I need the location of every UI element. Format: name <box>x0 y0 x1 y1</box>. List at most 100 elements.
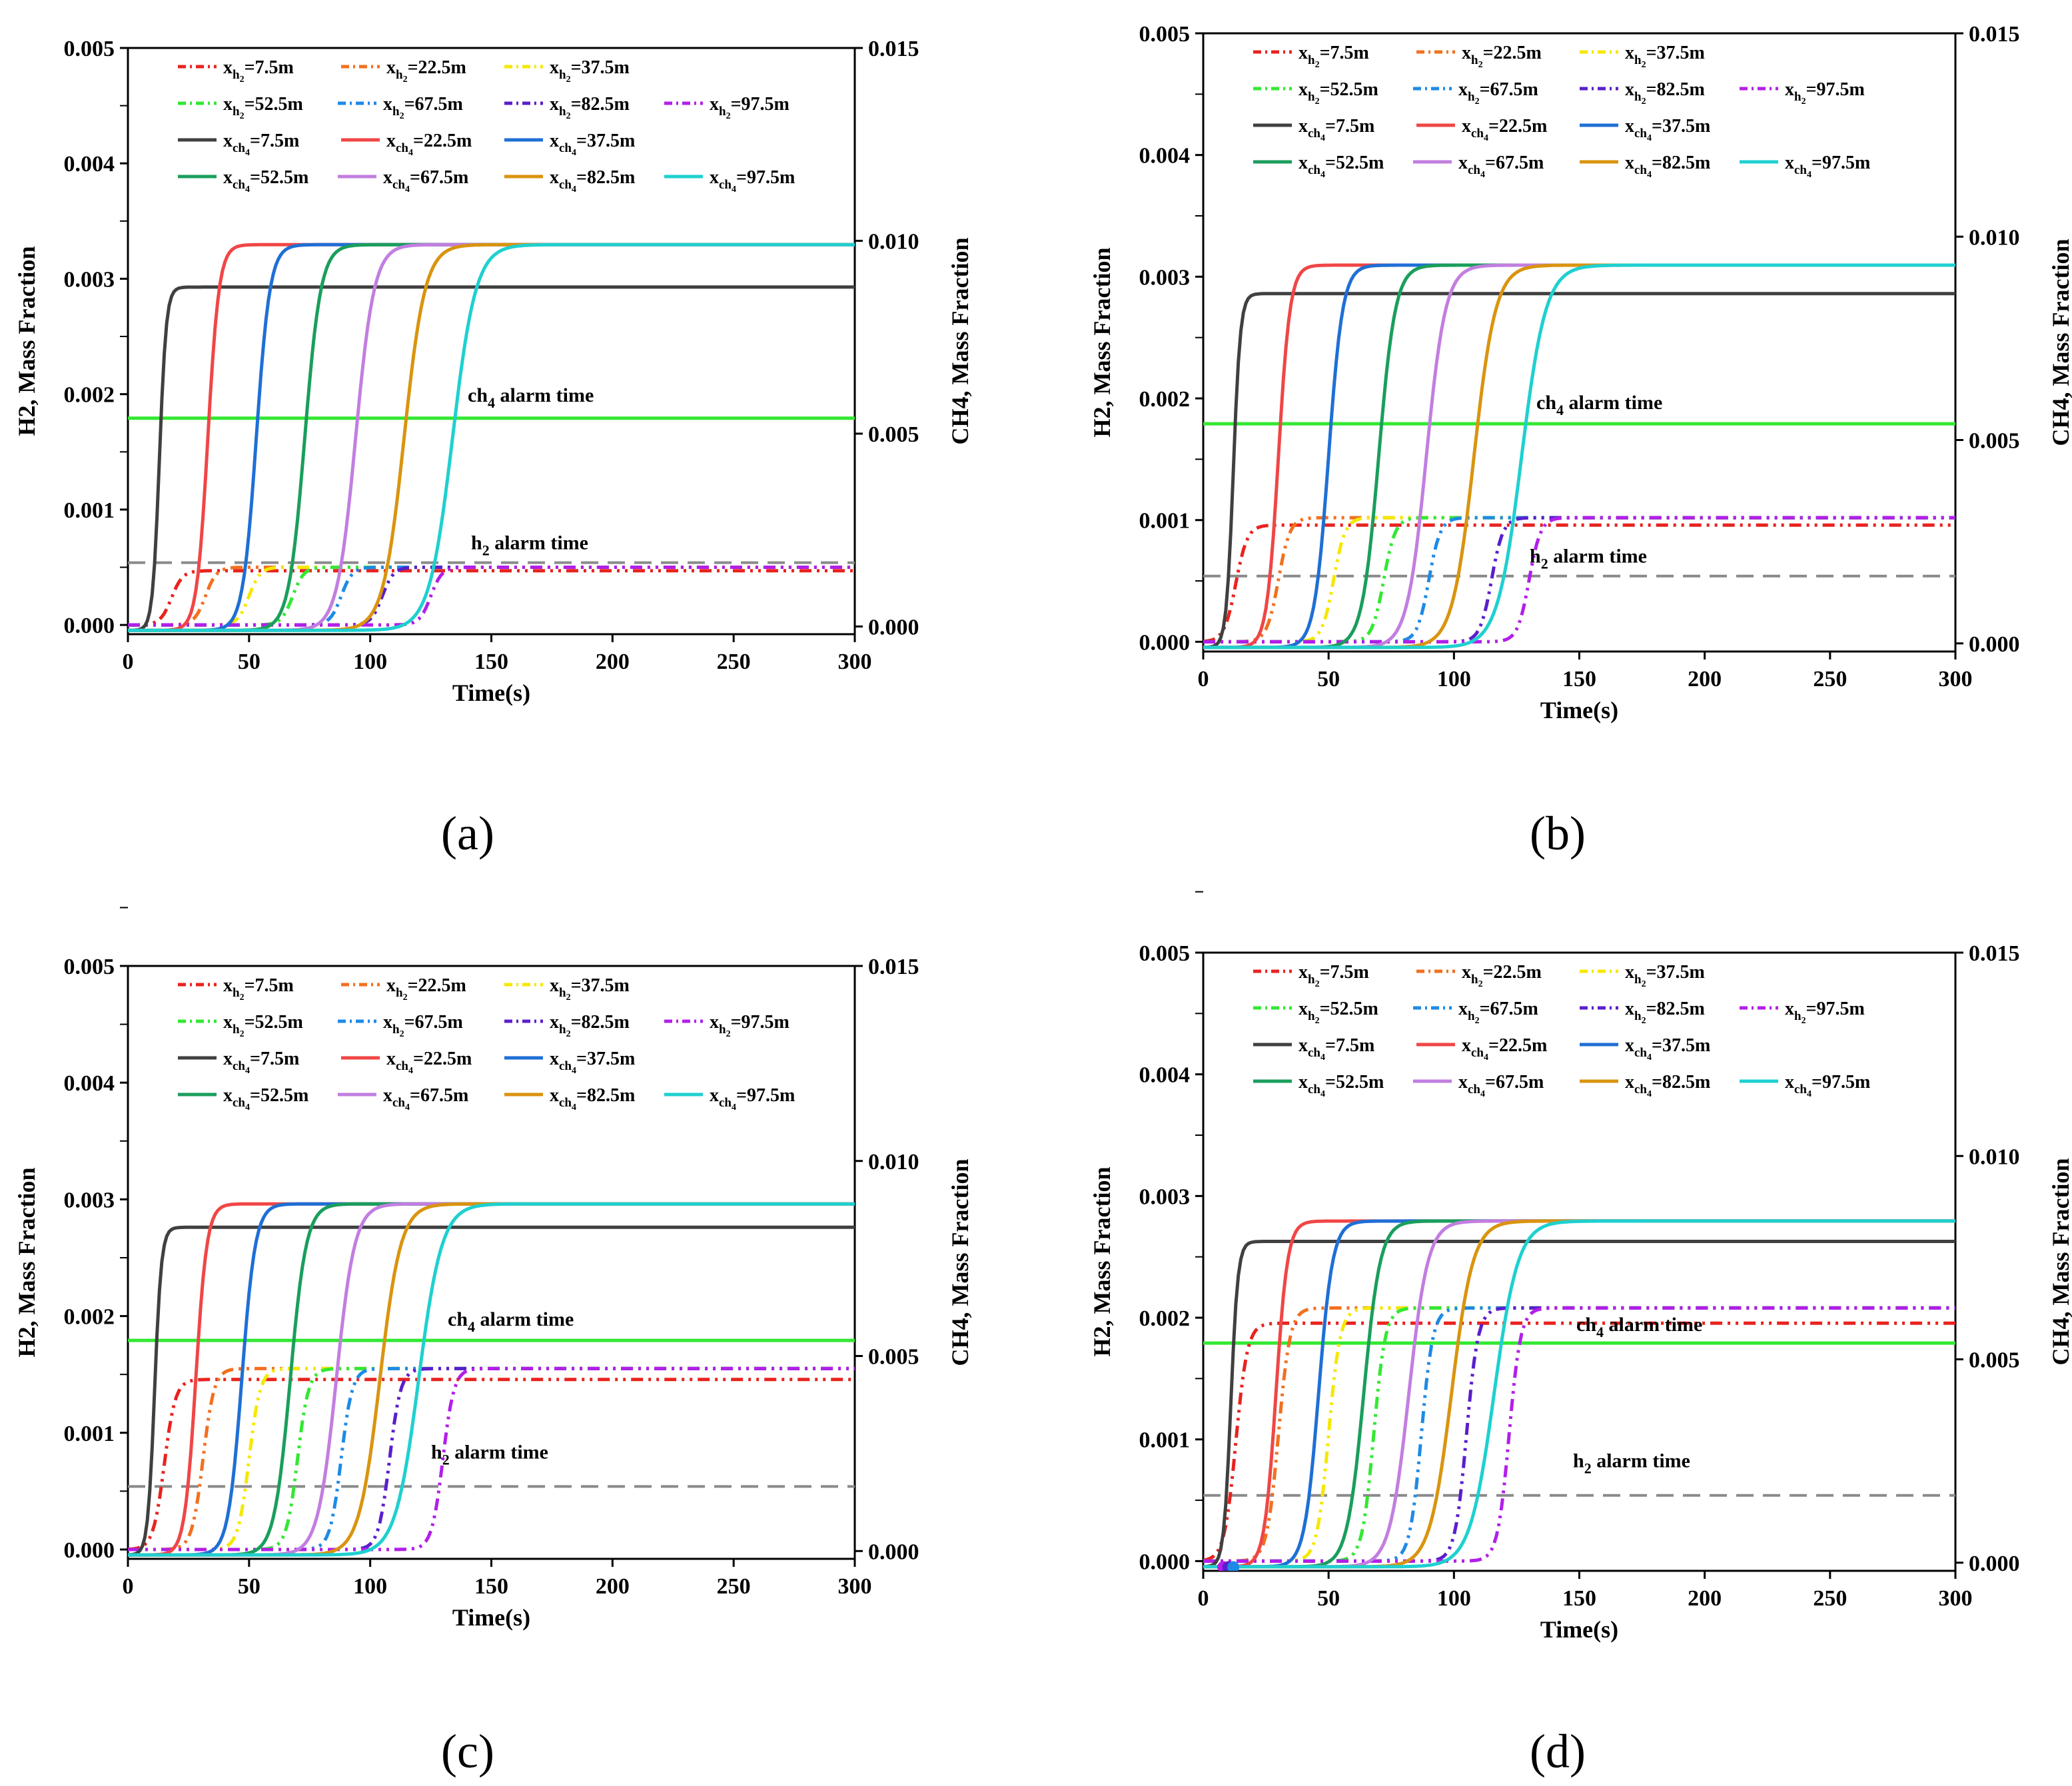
y-left-tick-label: 0.002 <box>64 1305 115 1330</box>
series-line-x_h2=22.5m <box>128 566 855 627</box>
x-tick-label: 50 <box>1317 667 1340 691</box>
series-line-x_ch4=97.5m <box>128 1202 855 1557</box>
x-tick-label: 100 <box>1437 667 1471 691</box>
series-line-x_h2=97.5m <box>1203 516 1955 644</box>
x-tick-label: 150 <box>474 650 508 674</box>
legend-entry: xch4=22.5m <box>386 131 472 158</box>
series-line-x_ch4=22.5m <box>1203 1219 1955 1569</box>
legend-entry: xh2=52.5m <box>1298 79 1378 107</box>
y-left-tick-label: 0.004 <box>1139 144 1191 169</box>
x-tick-label: 250 <box>1813 667 1847 691</box>
legend-entry: xh2=22.5m <box>1462 962 1542 989</box>
series-line-x_ch4=52.5m <box>128 242 855 632</box>
legend-entry: xch4=82.5m <box>550 1085 635 1113</box>
series-line-x_h2=97.5m <box>128 1366 855 1552</box>
legend-entry: xh2=37.5m <box>1625 962 1705 989</box>
y-right-tick-label: 0.015 <box>868 37 919 61</box>
legend: xh2=7.5m xh2=22.5m xh2=37.5m xh2=52.5m xh2=6… <box>1253 962 1870 1099</box>
ch4-alarm-label: ch4 alarm time <box>1576 1314 1702 1340</box>
x-tick-label: 100 <box>1437 1586 1471 1611</box>
y-right-tick-label: 0.000 <box>868 615 919 640</box>
legend-entry: xch4=37.5m <box>1625 116 1710 143</box>
series-line-x_ch4=97.5m <box>1203 263 1955 650</box>
legend-entry: xh2=52.5m <box>223 94 303 121</box>
legend-entry: xch4=97.5m <box>1785 153 1870 180</box>
y-left-tick-label: 0.002 <box>1139 1306 1191 1331</box>
x-tick-label: 300 <box>838 1574 872 1599</box>
y-right-tick-label: 0.000 <box>1969 632 2020 657</box>
chart-panel-b: 0 50 100 150 200 250 300 0.000 0.001 0.002 0.003 0.… <box>1089 22 2072 860</box>
data-layer <box>1203 263 1955 650</box>
legend-entry: xh2=97.5m <box>710 94 789 121</box>
series-line-x_ch4=7.5m <box>1203 292 1955 650</box>
x-tick-label: 200 <box>1688 667 1722 691</box>
legend: xh2=7.5m xh2=22.5m xh2=37.5m xh2=52.5m xh2=6… <box>178 975 795 1113</box>
x-axis-label: Time(s) <box>452 1604 530 1631</box>
series-line-x_ch4=7.5m <box>128 285 855 632</box>
series-line-x_ch4=82.5m <box>1203 1219 1955 1569</box>
y-right-axis-label: CH4, Mass Fraction <box>947 1159 973 1366</box>
y-right-axis-label: CH4, Mass Fraction <box>2047 1158 2072 1366</box>
legend-entry: xh2=22.5m <box>1462 43 1542 70</box>
series-line-x_ch4=7.5m <box>1203 1240 1955 1569</box>
x-axis-label: Time(s) <box>1540 1616 1618 1643</box>
h2-alarm-label: h2 alarm time <box>471 532 588 559</box>
legend: xh2=7.5m xh2=22.5m xh2=37.5m xh2=52.5m xh2=6… <box>1253 43 1870 180</box>
y-right-tick-label: 0.010 <box>1969 225 2020 250</box>
legend-entry: xh2=67.5m <box>1458 79 1538 107</box>
legend-entry: xch4=22.5m <box>1462 1035 1547 1063</box>
x-tick-label: 250 <box>717 1574 751 1599</box>
y-left-tick-label: 0.005 <box>1139 22 1191 47</box>
y-right-tick-label: 0.015 <box>868 955 919 979</box>
panel-letter: (c) <box>441 1725 494 1778</box>
y-left-axis-label: H2, Mass Fraction <box>1089 248 1115 438</box>
y-left-tick-label: 0.003 <box>1139 1184 1191 1209</box>
ch4-alarm-label: ch4 alarm time <box>1536 392 1662 418</box>
y-left-tick-label: 0.003 <box>64 1188 115 1212</box>
y-left-tick-label: 0.004 <box>64 152 115 177</box>
y-right-tick-label: 0.010 <box>1969 1144 2020 1169</box>
legend-entry: xh2=7.5m <box>223 975 294 1003</box>
legend-entry: xh2=97.5m <box>1785 79 1865 107</box>
y-right-tick-label: 0.015 <box>1969 941 2020 966</box>
legend-entry: xh2=82.5m <box>1625 999 1705 1026</box>
legend-entry: xch4=97.5m <box>1785 1072 1870 1099</box>
y-left-tick-label: 0.003 <box>1139 265 1191 290</box>
origin-marker <box>1227 1561 1240 1571</box>
data-layer <box>128 1202 855 1557</box>
legend-entry: xch4=67.5m <box>383 167 468 195</box>
x-tick-label: 200 <box>596 650 630 674</box>
x-tick-label: 100 <box>353 1574 387 1599</box>
y-left-axis-label: H2, Mass Fraction <box>13 1168 40 1358</box>
x-axis-label: Time(s) <box>1540 697 1618 723</box>
y-right-tick-label: 0.005 <box>868 422 919 447</box>
y-right-tick-label: 0.010 <box>868 229 919 254</box>
x-tick-label: 150 <box>1562 667 1596 691</box>
legend-entry: xch4=7.5m <box>223 131 299 158</box>
legend-entry: xch4=22.5m <box>1462 116 1547 143</box>
x-tick-label: 0 <box>1198 1586 1209 1611</box>
x-tick-label: 50 <box>238 1574 260 1599</box>
series-line-x_h2=82.5m <box>128 566 855 627</box>
legend-entry: xch4=7.5m <box>1298 116 1374 143</box>
legend-entry: xch4=37.5m <box>550 131 635 158</box>
h2-alarm-label: h2 alarm time <box>1573 1450 1690 1477</box>
legend-entry: xch4=7.5m <box>223 1049 299 1076</box>
panel-letter: (a) <box>441 807 494 860</box>
series-line-x_ch4=37.5m <box>1203 1219 1955 1569</box>
y-right-tick-label: 0.005 <box>1969 429 2020 454</box>
x-tick-label: 250 <box>717 650 751 674</box>
legend-entry: xch4=37.5m <box>1625 1035 1710 1063</box>
series-line-x_ch4=52.5m <box>1203 1219 1955 1569</box>
y-right-axis-label: CH4, Mass Fraction <box>947 238 973 445</box>
x-tick-label: 250 <box>1813 1586 1847 1611</box>
y-right-tick-label: 0.005 <box>868 1345 919 1370</box>
series-line-x_ch4=37.5m <box>128 242 855 632</box>
legend-entry: xh2=82.5m <box>1625 79 1705 107</box>
legend-entry: xh2=97.5m <box>710 1012 789 1039</box>
y-left-axis-label: H2, Mass Fraction <box>1089 1167 1115 1357</box>
series-line-x_h2=37.5m <box>128 566 855 627</box>
legend-entry: xh2=82.5m <box>550 1012 630 1039</box>
y-left-tick-label: 0.001 <box>1139 1428 1191 1453</box>
